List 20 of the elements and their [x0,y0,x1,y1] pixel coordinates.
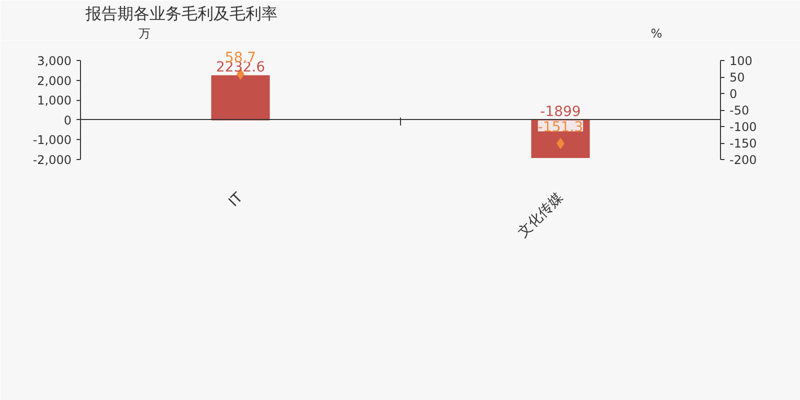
y-tick-label: 2,000 [37,74,72,88]
x-tick-label: IT [226,190,246,210]
y-tick-label: 0 [64,113,72,128]
x-tick-label: 文化传媒 [515,190,566,241]
data-label: -151.3 [538,119,584,136]
y2-tick-label: -100 [730,120,757,134]
data-label: -1899 [540,104,581,120]
y-tick-label: 3,000 [37,54,72,68]
y2-tick-label: -200 [730,153,757,167]
y2-axis-title: % [650,26,662,40]
y-axis-title: 万 [138,26,150,40]
chart-title: 报告期各业务毛利及毛利率 [84,4,278,23]
y2-tick-label: 100 [730,54,752,68]
y-tick-label: -2,000 [32,153,72,167]
y2-tick-label: 0 [730,87,738,101]
y2-tick-label: -50 [730,104,750,118]
y2-tick-label: -150 [730,136,757,150]
y-tick-label: -1,000 [32,133,72,148]
y-tick-label: 1,000 [37,94,72,108]
y2-tick-label: 50 [730,70,745,84]
